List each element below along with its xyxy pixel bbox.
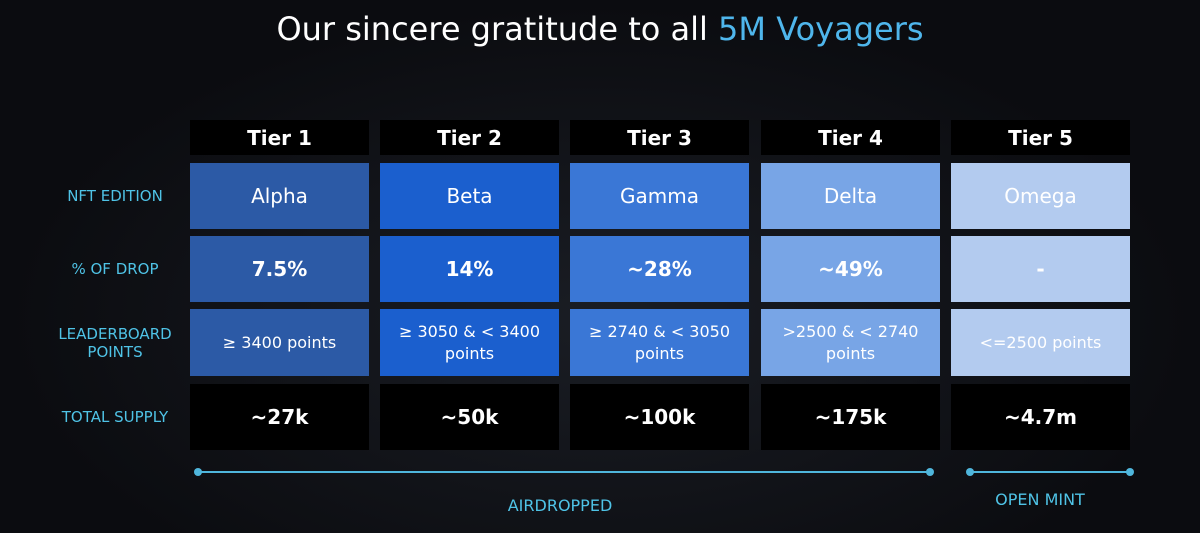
bracket-dot [966, 468, 974, 476]
row-label: LEADERBOARD POINTS [58, 324, 172, 361]
table-cell: >2500 & < 2740 points [761, 309, 940, 376]
bracket-line [198, 471, 930, 473]
row-label: TOTAL SUPPLY [61, 408, 169, 426]
column-header: Tier 2 [380, 120, 559, 155]
table-cell: <=2500 points [951, 309, 1130, 376]
column-header: Tier 3 [570, 120, 749, 155]
table-cell: ≥ 3050 & < 3400 points [380, 309, 559, 376]
table-cell: ~28% [570, 236, 749, 302]
bracket-line [970, 471, 1130, 473]
table-cell: ~4.7m [951, 384, 1130, 450]
bracket-dot [926, 468, 934, 476]
column-header: Tier 5 [951, 120, 1130, 155]
table-cell: ~49% [761, 236, 940, 302]
title: Our sincere gratitude to all 5M Voyagers [0, 10, 1200, 48]
table-cell: ~175k [761, 384, 940, 450]
column-header: Tier 1 [190, 120, 369, 155]
table-cell: ≥ 2740 & < 3050 points [570, 309, 749, 376]
table-cell: Delta [761, 163, 940, 229]
bracket-dot [194, 468, 202, 476]
table-cell: ~50k [380, 384, 559, 450]
table-cell: Alpha [190, 163, 369, 229]
column-header: Tier 4 [761, 120, 940, 155]
table-cell: ~100k [570, 384, 749, 450]
airdropped-label: AIRDROPPED [507, 496, 613, 515]
table-cell: ~27k [190, 384, 369, 450]
table-cell: Beta [380, 163, 559, 229]
table-cell: 7.5% [190, 236, 369, 302]
row-label: % OF DROP [71, 260, 159, 278]
open-mint-label: OPEN MINT [995, 490, 1085, 509]
table-cell: Omega [951, 163, 1130, 229]
bracket-dot [1126, 468, 1134, 476]
title-highlight: 5M Voyagers [718, 10, 924, 48]
table-cell: Gamma [570, 163, 749, 229]
table-cell: 14% [380, 236, 559, 302]
table-cell: ≥ 3400 points [190, 309, 369, 376]
title-text: Our sincere gratitude to all [276, 10, 708, 48]
table-cell: - [951, 236, 1130, 302]
row-label: NFT EDITION [67, 187, 163, 205]
